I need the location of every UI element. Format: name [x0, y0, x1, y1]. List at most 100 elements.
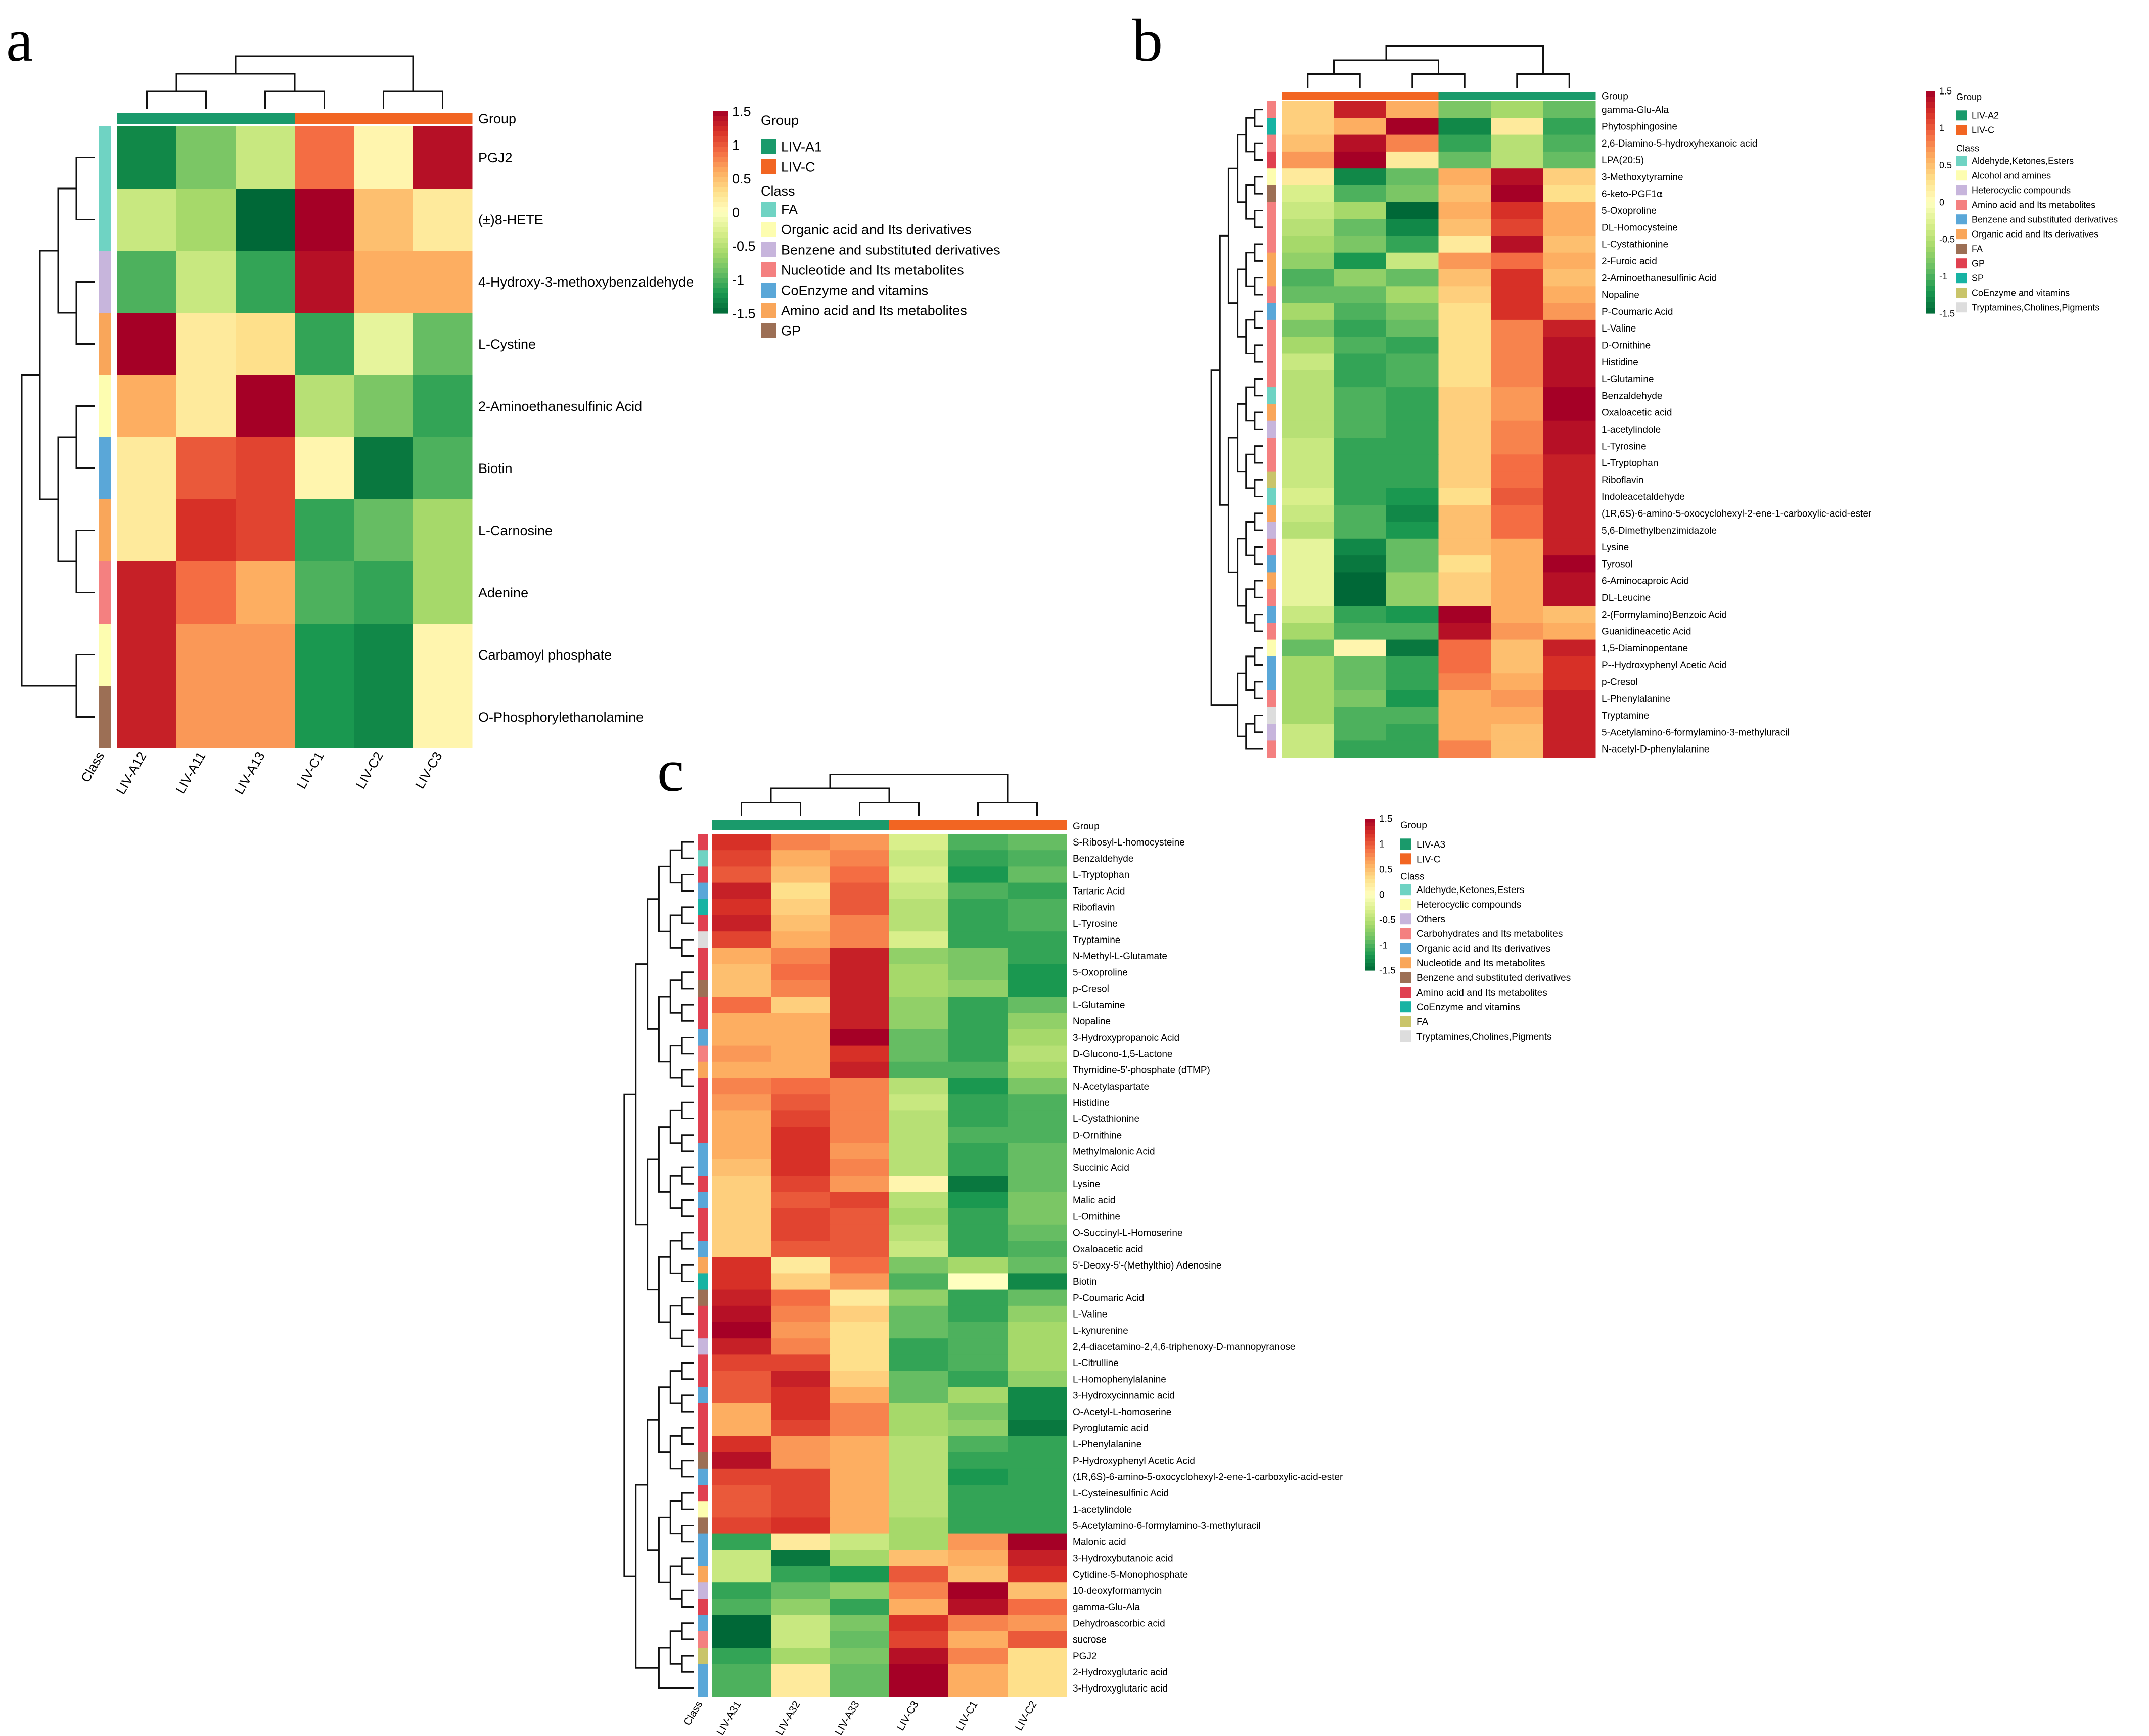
- heatmap-cell: [1334, 438, 1387, 455]
- heatmap-cell: [771, 1566, 831, 1583]
- row-label: Histidine: [1073, 1098, 1110, 1108]
- row-dendrogram-link: [1254, 546, 1263, 565]
- heatmap-cell: [889, 1680, 949, 1697]
- color-scale-segment: [1365, 841, 1375, 846]
- heatmap-cell: [948, 1192, 1008, 1209]
- heatmap-cell: [771, 1078, 831, 1095]
- row-dendrogram-link: [1254, 614, 1263, 632]
- row-label: p-Cresol: [1073, 984, 1109, 995]
- heatmap-cell: [948, 1648, 1008, 1664]
- color-scale-segment: [1365, 906, 1375, 910]
- heatmap-cell: [948, 980, 1008, 997]
- heatmap-cell: [889, 1061, 949, 1078]
- heatmap-cell: [771, 1615, 831, 1632]
- heatmap-cell: [1282, 522, 1334, 539]
- heatmap-cell: [771, 1127, 831, 1144]
- color-scale-segment: [713, 152, 728, 157]
- heatmap-cell: [889, 1224, 949, 1241]
- heatmap-cell: [948, 1501, 1008, 1518]
- heatmap-cell: [889, 1322, 949, 1339]
- row-label: Oxaloacetic acid: [1073, 1244, 1143, 1255]
- color-scale-segment: [713, 268, 728, 273]
- row-dendrogram-link: [658, 1386, 671, 1453]
- group-bar-segment: [413, 113, 473, 124]
- heatmap-cell: [830, 882, 890, 900]
- heatmap-cell: [1282, 118, 1334, 135]
- class-strip-segment: [1267, 303, 1276, 320]
- color-scale-tick: -1.5: [1939, 308, 1955, 318]
- row-label: 3-Methoxytyramine: [1602, 172, 1683, 183]
- heatmap-cell: [889, 1029, 949, 1046]
- legend-class-swatch: [1400, 972, 1411, 983]
- heatmap-cell: [712, 1061, 771, 1078]
- heatmap-cell: [948, 1143, 1008, 1160]
- heatmap-cell: [1491, 606, 1543, 623]
- heatmap-cell: [1334, 370, 1387, 388]
- heatmap-cell: [1008, 1485, 1067, 1502]
- class-strip-segment: [1267, 319, 1276, 337]
- heatmap-cell: [1543, 420, 1596, 438]
- heatmap-cell: [1334, 286, 1387, 304]
- color-scale-segment: [713, 147, 728, 152]
- heatmap-cell: [1334, 488, 1387, 505]
- color-scale-tick: -0.5: [1379, 915, 1396, 926]
- heatmap-cell: [1334, 522, 1387, 539]
- heatmap-cell: [1386, 370, 1439, 388]
- row-dendrogram-link: [21, 374, 76, 687]
- class-strip-segment: [698, 1533, 708, 1551]
- heatmap-cell: [889, 1631, 949, 1648]
- heatmap-cell: [771, 866, 831, 883]
- class-strip-segment: [99, 251, 111, 313]
- heatmap-cell: [1282, 101, 1334, 118]
- heatmap-cell: [1386, 337, 1439, 354]
- heatmap-cell: [948, 1485, 1008, 1502]
- legend-class-title: Class: [761, 183, 795, 199]
- heatmap-cell: [176, 313, 236, 376]
- color-scale-segment: [1926, 291, 1935, 297]
- legend-class-swatch: [1956, 273, 1967, 284]
- heatmap-cell: [948, 1224, 1008, 1241]
- heatmap-cell: [889, 1501, 949, 1518]
- heatmap-cell: [948, 899, 1008, 916]
- heatmap-cell: [771, 948, 831, 965]
- heatmap-cell: [413, 499, 473, 562]
- heatmap-cell: [712, 850, 771, 867]
- color-scale-tick: 1: [1939, 123, 1944, 133]
- row-label: Indoleacetaldehyde: [1602, 492, 1685, 502]
- color-scale-segment: [1365, 819, 1375, 823]
- heatmap-cell: [771, 1403, 831, 1420]
- color-scale-segment: [713, 283, 728, 289]
- heatmap-cell: [948, 1208, 1008, 1225]
- heatmap-cell: [1543, 185, 1596, 203]
- color-scale-segment: [1365, 826, 1375, 831]
- heatmap-cell: [1438, 252, 1491, 270]
- color-scale-segment: [1365, 902, 1375, 907]
- legend-class-label: Heterocyclic compounds: [1416, 900, 1521, 910]
- color-scale-tick: 0: [732, 205, 740, 220]
- heatmap-cell: [830, 1208, 890, 1225]
- heatmap-cell: [1334, 252, 1387, 270]
- row-label: 2-Hydroxyglutaric acid: [1073, 1667, 1168, 1678]
- color-scale-tick: 0: [1379, 890, 1385, 901]
- heatmap-cell: [1334, 353, 1387, 371]
- heatmap-cell: [1438, 488, 1491, 505]
- row-label: 2-Aminoethanesulfinic Acid: [478, 399, 642, 414]
- heatmap-cell: [948, 882, 1008, 900]
- heatmap-cell: [1491, 724, 1543, 741]
- heatmap-cell: [1438, 337, 1491, 354]
- legend-class-swatch: [1956, 258, 1967, 269]
- color-scale-segment: [1926, 252, 1935, 258]
- class-strip-segment: [698, 1322, 708, 1339]
- heatmap-cell: [771, 1029, 831, 1046]
- class-strip-segment: [1267, 707, 1276, 724]
- heatmap-cell: [1008, 866, 1067, 883]
- heatmap-cell: [1438, 269, 1491, 287]
- heatmap-cell: [1334, 404, 1387, 421]
- color-scale-segment: [1926, 241, 1935, 247]
- heatmap-cell: [1008, 1354, 1067, 1372]
- heatmap-cell: [1008, 964, 1067, 981]
- heatmap-cell: [236, 189, 295, 251]
- color-scale-segment: [1365, 940, 1375, 945]
- heatmap-cell: [1491, 101, 1543, 118]
